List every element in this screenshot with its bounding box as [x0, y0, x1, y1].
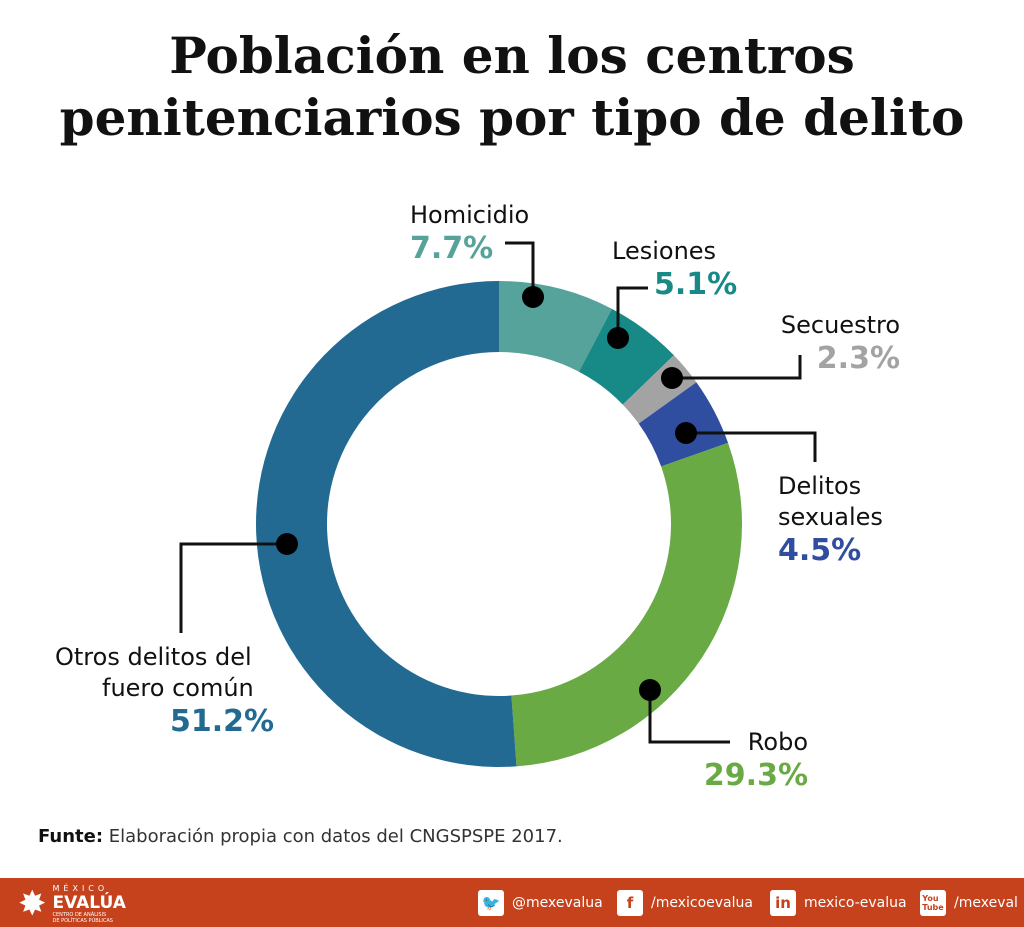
facebook-link[interactable]: f/mexicoevalua	[617, 890, 753, 916]
leader-otros	[179, 542, 287, 633]
chart-title: Población en los centros penitenciarios …	[0, 25, 1024, 149]
dot-sexuales	[675, 422, 697, 444]
dot-robo	[639, 679, 661, 701]
slice-otros-delitos-del-fuero-común	[255, 281, 517, 768]
label-secuestro: Secuestro 2.3%	[780, 311, 900, 376]
facebook-icon: f	[617, 890, 643, 916]
slice-robo	[511, 442, 742, 767]
youtube-link[interactable]: You Tube/mexeval	[920, 890, 1018, 916]
leader-homicidio	[505, 241, 535, 297]
footer: ✸ MÉXICO EVALÚA CENTRO DE ANÁLISIS DE PO…	[0, 878, 1024, 927]
dot-otros	[276, 533, 298, 555]
dot-homicidio	[522, 286, 544, 308]
leader-lesiones	[616, 286, 648, 338]
title-line-2: penitenciarios por tipo de delito	[59, 88, 965, 147]
mexico-evalua-logo: ✸ MÉXICO EVALÚA CENTRO DE ANÁLISIS DE PO…	[18, 884, 126, 924]
label-robo: Robo 29.3%	[703, 728, 808, 793]
twitter-icon: 🐦	[478, 890, 504, 916]
leader-sexuales	[686, 431, 817, 462]
leader-lines	[179, 241, 817, 744]
title-line-1: Población en los centros	[169, 26, 855, 85]
leader-robo	[648, 690, 730, 744]
dot-lesiones	[607, 327, 629, 349]
label-homicidio: Homicidio 7.7%	[410, 201, 530, 266]
dot-secuestro	[661, 367, 683, 389]
leader-secuestro	[672, 355, 802, 380]
source-note: Funte: Elaboración propia con datos del …	[38, 826, 563, 847]
label-otros: Otros delitos del fuero común 51.2%	[55, 643, 275, 739]
linkedin-link[interactable]: in mexico-evalua	[770, 890, 907, 916]
donut-chart	[179, 241, 817, 768]
twitter-link[interactable]: 🐦 @mexevalua	[478, 890, 603, 916]
youtube-icon: You Tube	[920, 890, 946, 916]
star-icon: ✸	[18, 884, 47, 924]
label-sexuales: Delitos sexuales 4.5%	[778, 472, 883, 568]
slice-lesiones	[578, 308, 674, 405]
label-lesiones: Lesiones 5.1%	[612, 237, 738, 302]
linkedin-icon: in	[770, 890, 796, 916]
